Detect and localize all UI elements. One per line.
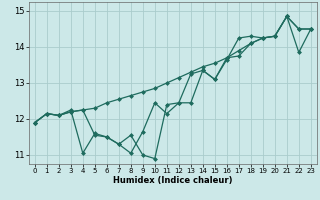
X-axis label: Humidex (Indice chaleur): Humidex (Indice chaleur) [113, 176, 233, 185]
